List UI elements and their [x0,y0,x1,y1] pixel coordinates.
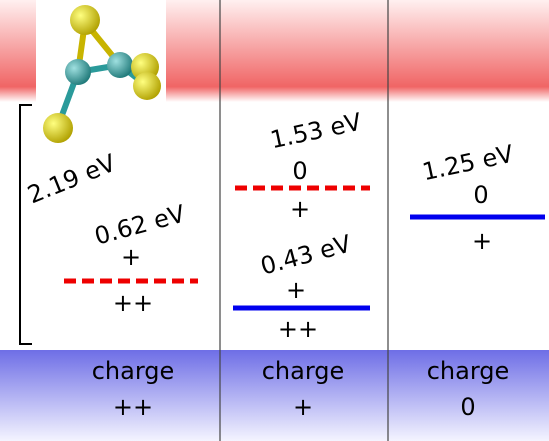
charge-state: ++ [113,289,153,317]
charge-label: charge [427,357,510,385]
charge-state: + [286,276,306,304]
charge-value: + [293,393,313,421]
energy-label: 1.53 eV [268,108,365,155]
charge-label: charge [92,357,175,385]
charge-state: ++ [278,315,318,343]
charge-state: + [121,243,141,271]
diagram: 2.19 eV 0.62 eV + ++ 1.53 eV 0 + 0.43 eV… [0,0,549,441]
charge-label: charge [262,357,345,385]
energy-label: 1.25 eV [420,140,517,187]
charge-state: 0 [292,157,307,185]
charge-state: + [290,195,310,223]
charge-state: 0 [473,181,488,209]
charge-value: ++ [113,393,153,421]
gap-label: 2.19 eV [24,149,121,210]
bracket [20,105,32,344]
energy-label: 0.43 eV [258,229,355,280]
charge-state: + [472,227,492,255]
charge-value: 0 [460,393,475,421]
